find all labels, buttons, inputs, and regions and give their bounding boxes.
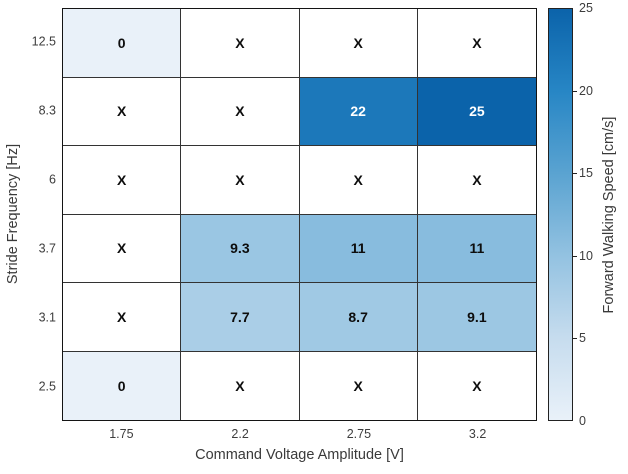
y-tick-label: 3.7 [38,241,56,256]
heatmap-cell: 25 [417,77,536,146]
colorbar [548,8,573,421]
x-tick-label: 2.75 [346,427,372,441]
y-tick-label: 6 [49,172,56,187]
heatmap-cell: 8.7 [299,283,418,352]
y-axis-label: Stride Frequency [Hz] [5,143,21,285]
heatmap-cell: X [299,351,418,420]
heatmap-cell: X [181,77,300,146]
heatmap-cell: X [417,351,536,420]
heatmap-cell: 9.1 [417,283,536,352]
x-axis-label: Command Voltage Amplitude [V] [195,447,404,463]
heatmap-cell: X [181,146,300,215]
colorbar-tick-label: 10 [579,248,593,263]
heatmap-cell: X [63,146,182,215]
heatmap-cell: X [181,9,300,78]
heatmap-cell: X [299,146,418,215]
heatmap-cell: X [63,283,182,352]
heatmap-cell: 0 [63,351,182,420]
y-tick-label: 3.1 [38,310,56,325]
heatmap-cell: X [63,77,182,146]
colorbar-tickmark [572,255,577,257]
heatmap-cell: X [417,9,536,78]
heatmap-cell: X [417,146,536,215]
colorbar-label: Forward Walking Speed [cm/s] [601,116,617,314]
heatmap-cell: 9.3 [181,214,300,283]
colorbar-tickmark [572,338,577,340]
y-tick-label: 12.5 [31,34,56,49]
colorbar-tick-label: 25 [579,1,593,15]
colorbar-tick-label: 15 [579,166,593,181]
heatmap-cell: 11 [299,214,418,283]
heatmap-cell: 7.7 [181,283,300,352]
colorbar-tickmark [572,90,577,92]
heatmap-cell: X [63,214,182,283]
heatmap-cell: X [299,9,418,78]
heatmap-grid: 0 X X X X X 22 25 X X X X X 9.3 11 11 X 7.7 8.7 9.1 0 X X X [62,8,537,421]
colorbar-tick-label: 5 [579,331,586,346]
y-tick-label: 2.5 [38,379,56,394]
heatmap-cell: X [181,351,300,420]
heatmap-cell: 22 [299,77,418,146]
x-tick-label: 3.2 [468,427,487,441]
y-tick-label: 8.3 [38,103,56,118]
colorbar-tickmark [572,173,577,175]
heatmap-cell: 11 [417,214,536,283]
x-tick-label: 1.75 [109,427,134,441]
heatmap-cell: 0 [63,9,182,78]
colorbar-tick-label: 20 [579,83,593,98]
colorbar-tick-label: 0 [579,414,586,428]
x-tick-label: 2.2 [231,427,249,441]
